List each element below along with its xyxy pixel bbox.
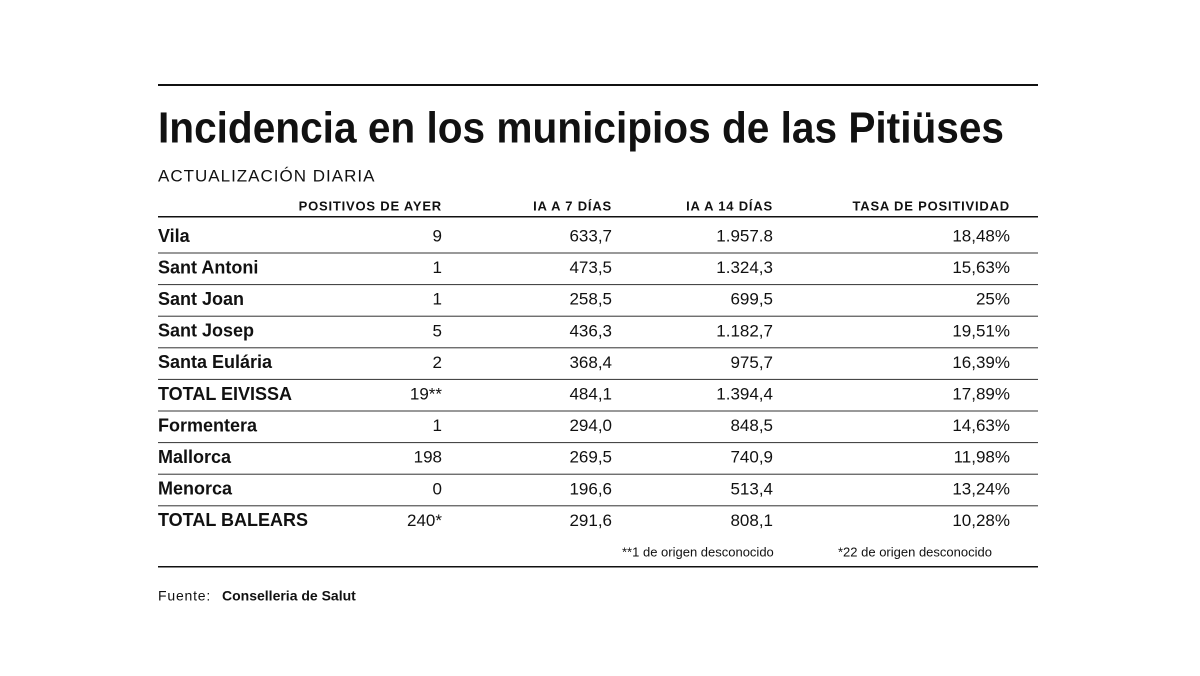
cell: 808,1 (730, 511, 773, 530)
cell: 294,0 (569, 416, 612, 435)
column-header: POSITIVOS DE AYER (299, 198, 442, 213)
cell: 10,28% (952, 511, 1010, 530)
cell: 15,63% (952, 258, 1010, 277)
cell: 14,63% (952, 416, 1010, 435)
cell: 0 (433, 479, 442, 498)
cell: 269,5 (569, 448, 612, 467)
cell: 18,48% (952, 226, 1010, 245)
row-label: TOTAL BALEARS (158, 510, 308, 530)
row-rule (158, 505, 1038, 507)
row-rule (158, 252, 1038, 254)
row-label: Menorca (158, 479, 233, 499)
cell: 740,9 (730, 448, 773, 467)
cell: 1.957.8 (716, 226, 773, 245)
column-header: TASA DE POSITIVIDAD (853, 198, 1011, 213)
row-label: Vila (158, 226, 191, 246)
cell: 1.394,4 (716, 384, 773, 403)
cell: 1 (433, 258, 442, 277)
cell: 198 (414, 448, 442, 467)
cell: 1.182,7 (716, 321, 773, 340)
row-rule (158, 378, 1038, 380)
cell: 25% (976, 290, 1010, 309)
cell: 1.324,3 (716, 258, 773, 277)
row-rule (158, 284, 1038, 286)
footnote: **1 de origen desconocido (622, 544, 774, 559)
top-rule (158, 84, 1038, 86)
source-name: Conselleria de Salut (222, 588, 356, 604)
footnote: *22 de origen desconocido (838, 544, 992, 559)
source-label: Fuente: (158, 588, 211, 604)
cell: 2 (433, 353, 442, 372)
cell: 1 (433, 290, 442, 309)
cell: 699,5 (730, 290, 773, 309)
cell: 436,3 (569, 321, 612, 340)
cell: 13,24% (952, 479, 1010, 498)
cell: 368,4 (569, 353, 612, 372)
cell: 484,1 (569, 384, 612, 403)
cell: 19,51% (952, 321, 1010, 340)
row-rule (158, 347, 1038, 349)
row-rule (158, 442, 1038, 444)
cell: 633,7 (569, 226, 612, 245)
cell: 975,7 (730, 353, 773, 372)
cell: 16,39% (952, 353, 1010, 372)
cell: 1 (433, 416, 442, 435)
row-label: Santa Eulária (158, 352, 273, 372)
cell: 19** (410, 384, 443, 403)
cell: 11,98% (954, 448, 1010, 467)
cell: 473,5 (569, 258, 612, 277)
bottom-rule (158, 566, 1038, 568)
cell: 17,89% (952, 384, 1010, 403)
row-label: Sant Antoni (158, 257, 258, 277)
cell: 848,5 (730, 416, 773, 435)
cell: 5 (433, 321, 442, 340)
row-rule (158, 473, 1038, 475)
row-label: TOTAL EIVISSA (158, 384, 292, 404)
row-label: Sant Josep (158, 321, 254, 341)
row-label: Mallorca (158, 447, 232, 467)
row-label: Formentera (158, 415, 258, 435)
cell: 9 (433, 226, 442, 245)
row-rule (158, 410, 1038, 412)
row-label: Sant Joan (158, 289, 244, 309)
row-rule (158, 315, 1038, 317)
header-rule (158, 216, 1038, 218)
column-header: IA A 14 DÍAS (686, 198, 773, 213)
cell: 240* (407, 511, 442, 530)
column-header: IA A 7 DÍAS (533, 198, 612, 213)
cell: 291,6 (569, 511, 612, 530)
cell: 513,4 (730, 479, 773, 498)
subtitle: ACTUALIZACIÓN DIARIA (158, 166, 375, 185)
cell: 196,6 (569, 479, 612, 498)
cell: 258,5 (569, 290, 612, 309)
title: Incidencia en los municipios de las Piti… (158, 104, 1004, 153)
